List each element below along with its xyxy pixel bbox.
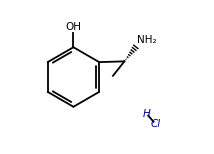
Text: Cl: Cl bbox=[151, 119, 161, 129]
Text: NH₂: NH₂ bbox=[137, 35, 157, 45]
Text: OH: OH bbox=[65, 22, 81, 32]
Text: H: H bbox=[143, 109, 151, 119]
